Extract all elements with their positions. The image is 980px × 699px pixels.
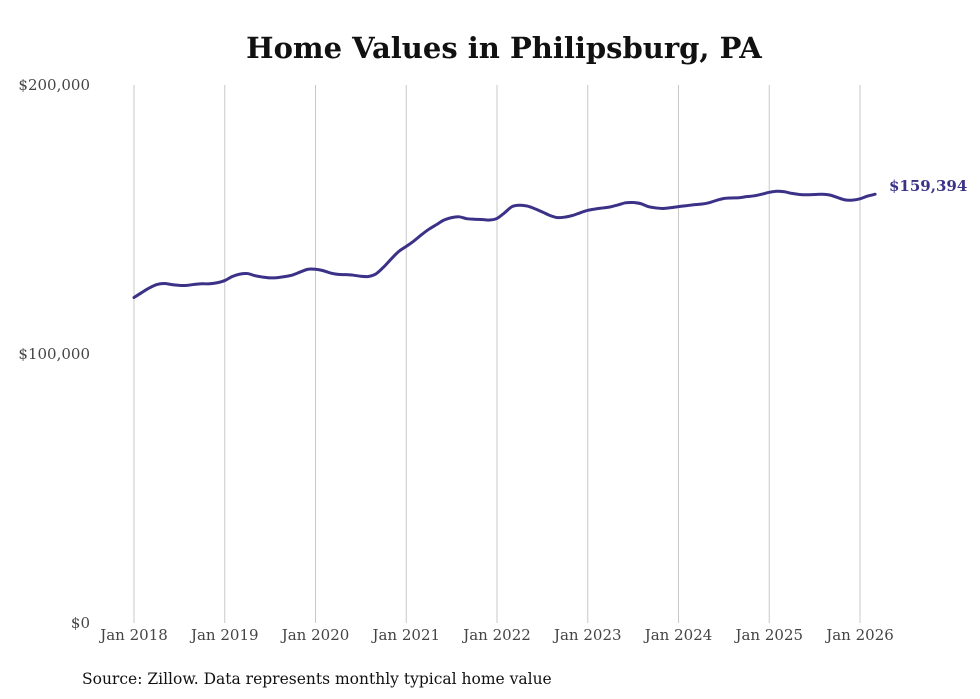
y-tick-label: $0 [71,614,90,632]
x-tick-label: Jan 2025 [733,626,803,644]
x-tick-label: Jan 2022 [461,626,531,644]
home-value-series-line [132,189,877,300]
x-tick-label: Jan 2018 [98,626,168,644]
y-axis-tick-labels: $0 $100,000 $200,000 [18,76,90,632]
source-note: Source: Zillow. Data represents monthly … [82,670,552,688]
x-axis-tick-labels: Jan 2018 Jan 2019 Jan 2020 Jan 2021 Jan 2022… [98,626,894,644]
latest-value-label: $159,394 [889,177,967,195]
x-tick-label: Jan 2023 [552,626,622,644]
x-tick-label: Jan 2026 [824,626,894,644]
x-tick-label: Jan 2020 [280,626,350,644]
vertical-gridlines [133,85,861,623]
chart-title: Home Values in Philipsburg, PA [246,31,762,65]
y-tick-label: $100,000 [18,345,90,363]
x-tick-label: Jan 2021 [370,626,440,644]
x-tick-label: Jan 2019 [189,626,259,644]
y-tick-label: $200,000 [18,76,90,94]
x-tick-label: Jan 2024 [643,626,713,644]
